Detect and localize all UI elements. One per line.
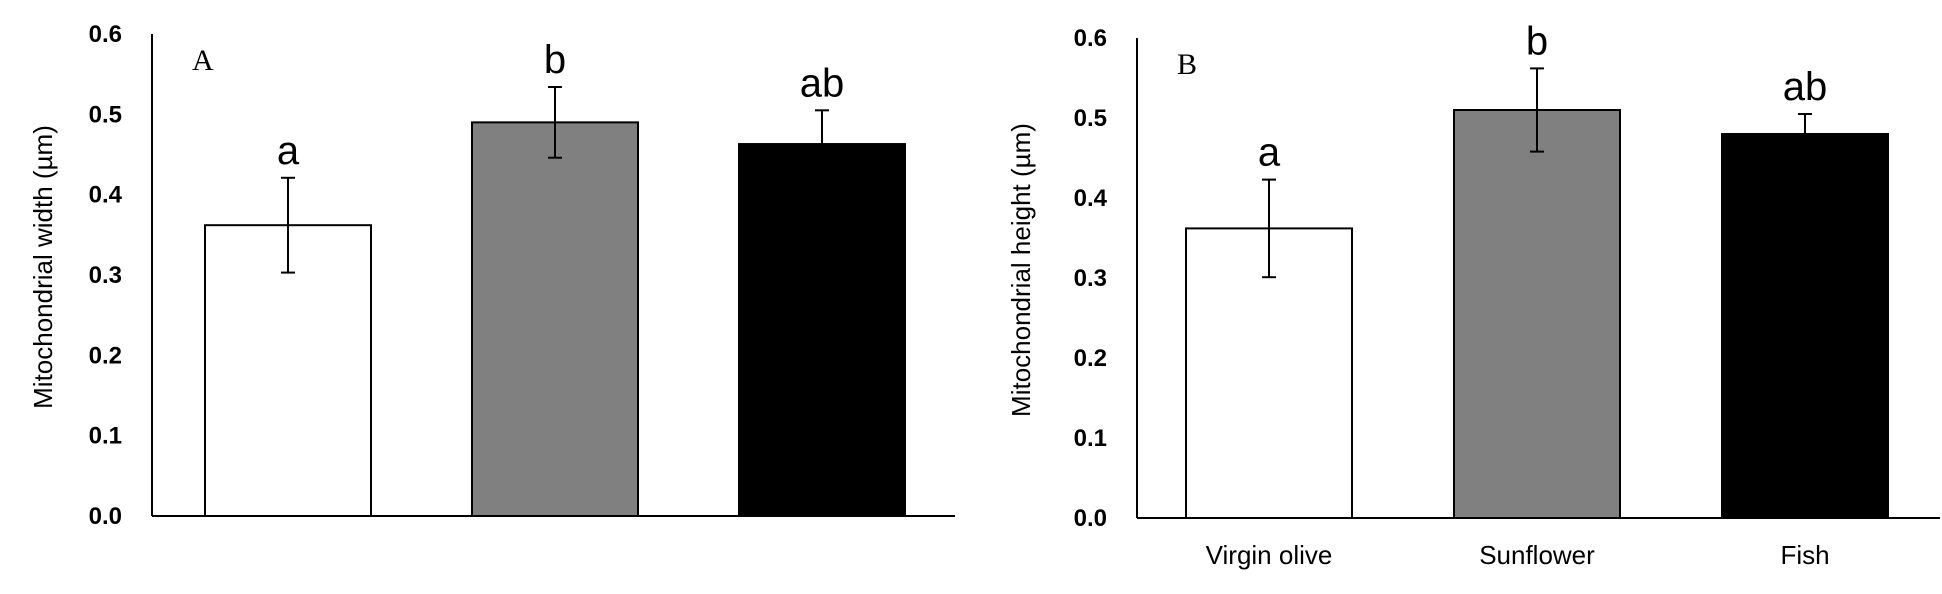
y-tick-label: 0.5 xyxy=(1074,105,1107,132)
x-tick-label: Fish xyxy=(1780,540,1829,570)
y-tick-label: 0.0 xyxy=(1074,505,1107,532)
significance-label: a xyxy=(1258,131,1281,175)
significance-label: ab xyxy=(800,61,845,105)
bar xyxy=(1721,133,1889,519)
y-tick-label: 0.1 xyxy=(89,423,122,450)
significance-label: ab xyxy=(1783,65,1828,109)
y-tick-label: 0.4 xyxy=(89,182,123,209)
y-tick-label: 0.1 xyxy=(1074,425,1107,452)
panel-a-chart: 0.0 0.1 0.2 0.3 0.4 0.5 0.6 Mitochondrial width… xyxy=(28,21,955,530)
panel-label: A xyxy=(192,44,214,77)
y-axis-label: Mitochondrial width (µm) xyxy=(28,125,58,409)
panel-b-chart: 0.0 0.1 0.2 0.3 0.4 0.5 0.6 Mitochondrial heigh… xyxy=(1006,19,1940,570)
y-tick-label: 0.4 xyxy=(1074,185,1108,212)
y-tick-label: 0.2 xyxy=(1074,345,1107,372)
x-tick-label: Virgin olive xyxy=(1206,540,1333,570)
y-tick-label: 0.2 xyxy=(89,342,122,369)
y-tick-label: 0.3 xyxy=(89,262,122,289)
y-tick-label: 0.5 xyxy=(89,101,122,128)
x-tick-label: Sunflower xyxy=(1479,540,1595,570)
bar xyxy=(738,143,906,517)
bar xyxy=(204,224,372,517)
panel-label: B xyxy=(1177,48,1197,81)
y-tick-label: 0.0 xyxy=(89,503,122,530)
y-tick-label: 0.3 xyxy=(1074,265,1107,292)
y-axis-label: Mitochondrial height (µm) xyxy=(1006,123,1036,417)
significance-label: b xyxy=(1526,19,1548,63)
y-tick-label: 0.6 xyxy=(89,21,122,48)
significance-label: b xyxy=(544,38,566,82)
significance-label: a xyxy=(277,129,300,173)
bar xyxy=(471,121,639,517)
y-tick-label: 0.6 xyxy=(1074,25,1107,52)
bar xyxy=(1453,109,1621,519)
